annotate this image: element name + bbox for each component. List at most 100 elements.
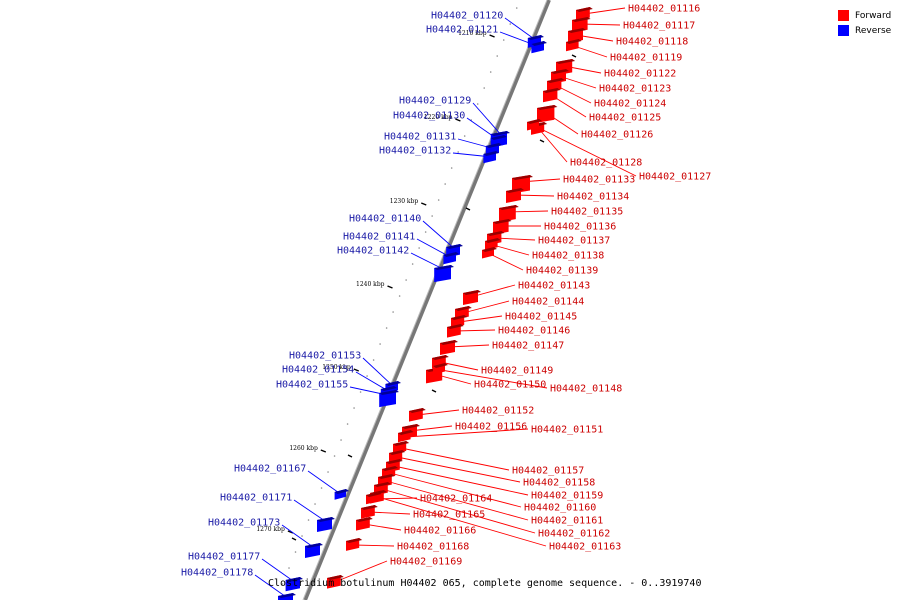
- forward-gene-label: H04402_01162: [538, 529, 610, 540]
- forward-leader-line: [458, 315, 503, 323]
- forward-leader-line: [381, 488, 536, 534]
- forward-gene-label: H04402_01156: [455, 422, 527, 433]
- tick-mark: [287, 530, 294, 534]
- scale-dot: [418, 247, 420, 249]
- reverse-gene-label: H04402_01130: [393, 111, 465, 122]
- forward-gene-label: H04402_01119: [610, 53, 682, 64]
- forward-gene-shade: [547, 78, 565, 83]
- forward-swatch: [838, 10, 849, 21]
- scale-dot: [379, 343, 381, 345]
- reverse-leader-line: [362, 357, 395, 388]
- reverse-gene-shade: [485, 143, 502, 148]
- scale-dot: [405, 279, 407, 281]
- forward-gene-label: H04402_01146: [498, 326, 570, 337]
- reverse-gene-shade: [490, 131, 510, 136]
- forward-gene-shade: [398, 430, 414, 435]
- scale-dot: [450, 167, 453, 169]
- tick-label: 1210 kbp: [458, 30, 487, 37]
- reverse-gene-shade: [531, 41, 547, 46]
- tick-label: 1220 kbp: [424, 114, 453, 121]
- forward-gene-shade: [572, 17, 591, 22]
- forward-leader-line: [334, 560, 388, 583]
- scale-dot: [372, 359, 375, 361]
- scale-dot: [307, 519, 310, 521]
- forward-gene-label: H04402_01165: [413, 510, 485, 521]
- forward-leader-line: [377, 496, 547, 547]
- reverse-gene-label: H04402_01132: [379, 146, 451, 157]
- scale-dot: [294, 551, 297, 553]
- tick-mark: [489, 34, 495, 38]
- scale-dot: [288, 567, 290, 569]
- reverse-gene-label: H04402_01142: [337, 246, 409, 257]
- legend-forward: Forward: [838, 8, 891, 23]
- scale-dot: [385, 327, 388, 329]
- forward-gene-label: H04402_01159: [531, 491, 603, 502]
- forward-leader-line: [489, 253, 524, 271]
- forward-leader-line: [396, 456, 521, 483]
- forward-gene-shade: [566, 39, 582, 44]
- tick-mark: [465, 207, 471, 211]
- tick-mark: [387, 285, 393, 289]
- scale-dot: [476, 103, 479, 105]
- reverse-leader-line: [261, 558, 297, 584]
- forward-gene-shade: [551, 69, 569, 74]
- forward-leader-line: [416, 409, 460, 416]
- scale-dot: [515, 7, 518, 9]
- forward-gene-shade: [512, 175, 533, 180]
- forward-gene-label: H04402_01157: [512, 466, 584, 477]
- forward-gene-label: H04402_01124: [594, 99, 666, 110]
- reverse-gene-label: H04402_01155: [276, 380, 348, 391]
- scale-dot: [509, 23, 512, 25]
- forward-gene-shade: [506, 188, 524, 193]
- scale-dot: [327, 471, 329, 473]
- tick-mark: [539, 139, 545, 143]
- genes-layer: [278, 7, 593, 600]
- legend-reverse-label: Reverse: [855, 25, 892, 36]
- scale-dot: [437, 199, 440, 201]
- tick-mark: [353, 368, 360, 372]
- forward-gene-label: H04402_01128: [570, 158, 642, 169]
- tick-mark: [320, 449, 327, 453]
- forward-gene-shade: [327, 575, 344, 580]
- scale-dot: [353, 407, 355, 409]
- genome-backbone-highlight: [302, 0, 548, 600]
- forward-gene-shade: [389, 450, 406, 455]
- forward-gene-shade: [356, 517, 373, 522]
- genome-backbone: [303, 0, 551, 600]
- ticks-layer: 1210 kbp 1220 kbp 1230 kbp 1240 kbp 1250 kbp…: [256, 30, 577, 541]
- forward-leader-line: [573, 45, 608, 58]
- forward-gene-shade: [485, 238, 501, 243]
- forward-leader-line: [492, 244, 530, 256]
- forward-gene-label: H04402_01169: [390, 557, 462, 568]
- forward-gene-shade: [543, 88, 561, 93]
- scale-dot: [346, 423, 349, 425]
- tick-label: 1240 kbp: [356, 281, 385, 288]
- reverse-gene-label: H04402_01120: [431, 11, 503, 22]
- reverse-leader-line: [307, 470, 343, 496]
- tick-mark: [431, 389, 437, 393]
- forward-leader-line: [534, 125, 637, 177]
- scale-dot: [366, 375, 368, 377]
- scale-dot: [457, 151, 459, 153]
- forward-gene-label: H04402_01166: [404, 526, 476, 537]
- forward-gene-label: H04402_01126: [581, 130, 653, 141]
- reverse-gene-label: H04402_01177: [188, 552, 260, 563]
- forward-leader-line: [440, 369, 548, 389]
- legend: Forward Reverse: [838, 8, 891, 38]
- forward-gene-shade: [568, 28, 586, 33]
- tick-label: 1230 kbp: [390, 198, 419, 205]
- reverse-leader-line: [422, 220, 457, 251]
- scale-dot: [340, 439, 342, 441]
- forward-gene-shade: [537, 105, 558, 110]
- forward-gene-shade: [482, 247, 497, 252]
- backbone-layer: [281, 0, 551, 600]
- forward-gene-label: H04402_01164: [420, 494, 492, 505]
- forward-gene-label: H04402_01158: [523, 478, 595, 489]
- scale-dot: [320, 487, 323, 489]
- forward-gene-shade: [493, 219, 512, 224]
- forward-leader-line: [400, 447, 510, 471]
- tick-mark: [421, 202, 427, 206]
- reverse-gene-shade: [379, 390, 399, 395]
- forward-gene-label: H04402_01139: [526, 266, 598, 277]
- forward-leader-line: [389, 472, 522, 508]
